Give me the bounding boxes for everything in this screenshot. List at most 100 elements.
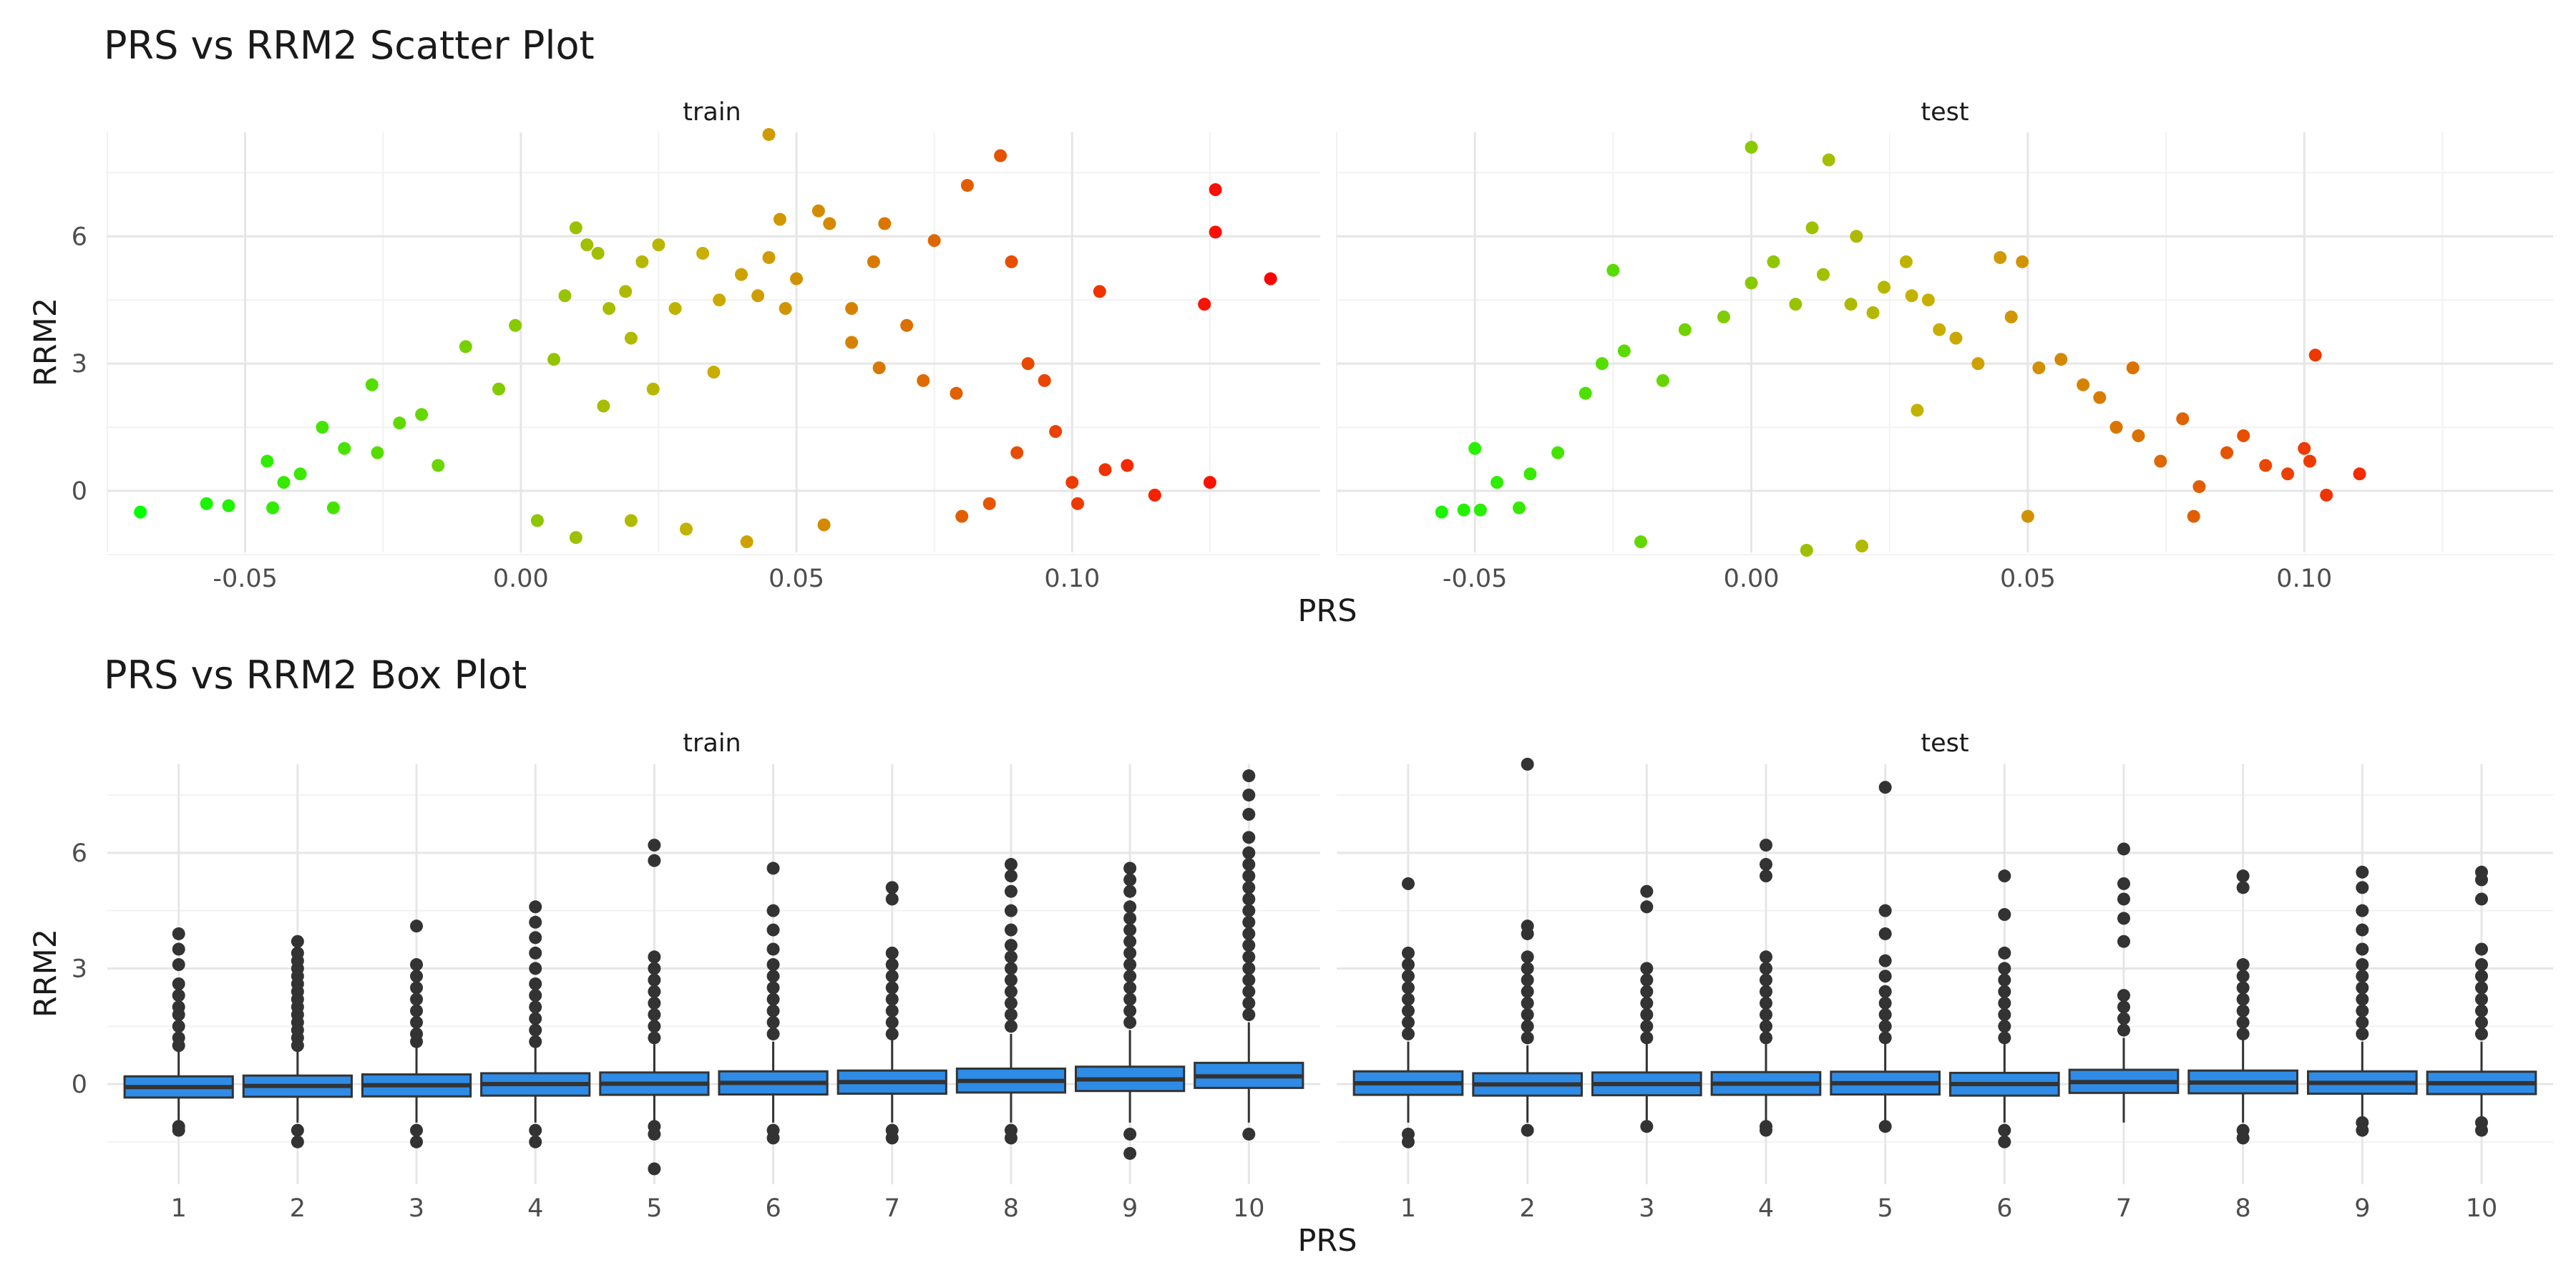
box-x-tick-label: 2 [290, 1194, 306, 1223]
box-x-tick-label: 7 [2116, 1194, 2132, 1223]
box-outlier-point [2236, 1004, 2250, 1018]
scatter-y-tick-label: 3 [72, 350, 87, 379]
box-strip-test: test [1921, 729, 1968, 758]
box-outlier-point [529, 1035, 542, 1048]
box-outlier-point [529, 989, 542, 1002]
box-outlier-point [2356, 981, 2369, 995]
box-outlier-point [2475, 958, 2488, 972]
box-outlier-point [1402, 970, 1415, 983]
box-outlier-point [529, 931, 542, 945]
scatter-point [2032, 361, 2046, 375]
box-outlier-point [1004, 1020, 1018, 1033]
box-outlier-point [410, 1004, 424, 1018]
box-outlier-point [2236, 881, 2250, 894]
scatter-point [1473, 503, 1487, 517]
scatter-point [668, 302, 682, 316]
box-outlier-point [2117, 1023, 2130, 1037]
box-outlier-point [1521, 973, 1534, 987]
box-outlier-point [1242, 939, 1256, 952]
scatter-point [266, 501, 280, 514]
box-outlier-point [1123, 884, 1137, 898]
box-outlier-point [529, 1000, 542, 1014]
box-outlier-point [2236, 958, 2250, 972]
scatter-point [982, 497, 996, 510]
box-outlier-point [1123, 912, 1137, 925]
scatter-point [960, 179, 974, 192]
box-outlier-point [766, 904, 780, 917]
box-outlier-point [766, 992, 780, 1006]
box-outlier-point [1123, 981, 1137, 995]
box-outlier-point [529, 946, 542, 960]
box-x-tick-label: 8 [1003, 1194, 1019, 1223]
scatter-point [293, 467, 307, 481]
box-outlier-point [529, 1123, 542, 1137]
scatter-point [2353, 467, 2366, 481]
scatter-point [790, 272, 804, 286]
box-outlier-point [410, 1027, 424, 1040]
scatter-point [1606, 263, 1620, 277]
box-outlier-point [1242, 881, 1256, 894]
box-outlier-point [2356, 942, 2369, 956]
scatter-point [1209, 225, 1222, 239]
scatter-point [1656, 374, 1669, 387]
box-outlier-point [2356, 923, 2369, 937]
box-outlier-point [1878, 781, 1892, 794]
scatter-point [646, 382, 660, 396]
box-outlier-point [648, 854, 661, 867]
box-outlier-point [1640, 973, 1654, 987]
scatter-point [2187, 509, 2200, 523]
box-outlier-point [648, 1008, 661, 1022]
box-outlier-point [2356, 1015, 2369, 1029]
scatter-point [591, 246, 605, 260]
box-outlier-point [172, 942, 185, 956]
box-outlier-point [766, 942, 780, 956]
scatter-point [371, 446, 384, 459]
scatter-point [1021, 357, 1035, 371]
scatter-point [547, 353, 561, 366]
scatter-x-tick-label: 0.10 [1044, 565, 1100, 593]
scatter-point [2154, 454, 2167, 468]
box-outlier-point [1640, 985, 1654, 998]
scatter-point [602, 302, 616, 316]
scatter-point [1899, 255, 1913, 268]
box-outlier-point [1123, 873, 1137, 887]
box-outlier-point [648, 950, 661, 964]
box-outlier-point [2236, 1015, 2250, 1029]
box-outlier-point [1760, 839, 1772, 852]
scatter-point [2016, 255, 2029, 268]
scatter-x-tick-label: 0.10 [2276, 565, 2332, 593]
box-outlier-point [1242, 808, 1256, 821]
scatter-point [1745, 276, 1758, 290]
scatter-point [1098, 463, 1112, 477]
box-outlier-point [410, 958, 424, 972]
scatter-point [1491, 476, 1504, 489]
scatter-point [635, 255, 649, 268]
scatter-point [459, 340, 472, 353]
scatter-point [713, 293, 726, 307]
box-outlier-point [648, 962, 661, 975]
box-outlier-point [1521, 1008, 1534, 1022]
scatter-point [1850, 230, 1863, 243]
box-y-axis-title: RRM2 [28, 929, 64, 1018]
scatter-point [2220, 446, 2234, 459]
box-x-tick-label: 2 [1520, 1194, 1536, 1223]
scatter-point [2176, 412, 2190, 426]
box-outlier-point [648, 973, 661, 987]
box-outlier-point [529, 915, 542, 929]
box-outlier-point [2236, 1027, 2250, 1040]
box-outlier-point [1878, 954, 1892, 967]
scatter-point [1789, 298, 1802, 311]
scatter-panel-train: -0.05 0.00 0.05 0.10 0 3 6 [72, 127, 1320, 593]
scatter-point [740, 535, 753, 549]
scatter-point [773, 213, 786, 226]
scatter-point [431, 459, 445, 472]
box-outlier-point [172, 1123, 185, 1137]
box-outlier-point [1521, 950, 1534, 964]
box-outlier-point [172, 989, 185, 1002]
box-outlier-point [1242, 846, 1256, 859]
scatter-x-tick-label: 0.00 [493, 565, 549, 593]
box-outlier-point [1878, 985, 1892, 998]
scatter-point [845, 336, 859, 349]
box-outlier-point [2117, 935, 2130, 948]
scatter-point [1866, 306, 1880, 319]
